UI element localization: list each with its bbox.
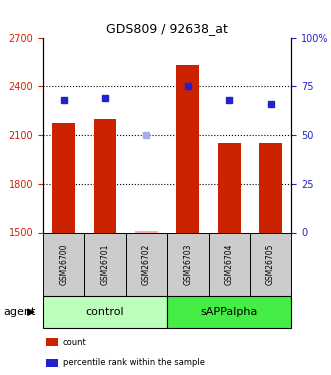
Text: GSM26703: GSM26703	[183, 244, 192, 285]
Bar	[259, 143, 282, 232]
Bar	[43, 296, 167, 328]
Text: GSM26701: GSM26701	[101, 244, 110, 285]
Text: percentile rank within the sample: percentile rank within the sample	[63, 358, 205, 368]
Title: GDS809 / 92638_at: GDS809 / 92638_at	[106, 22, 228, 35]
Bar	[94, 119, 117, 232]
Text: sAPPalpha: sAPPalpha	[201, 307, 258, 317]
Bar	[84, 232, 126, 296]
Text: GSM26700: GSM26700	[59, 244, 68, 285]
Text: GSM26704: GSM26704	[225, 244, 234, 285]
Text: GSM26702: GSM26702	[142, 244, 151, 285]
Bar	[52, 123, 75, 232]
Bar	[43, 232, 84, 296]
Bar	[167, 232, 209, 296]
Text: GSM26705: GSM26705	[266, 244, 275, 285]
Text: agent: agent	[3, 307, 36, 317]
Bar	[135, 231, 158, 232]
Text: control: control	[86, 307, 124, 317]
Bar	[176, 65, 199, 232]
Text: count: count	[63, 338, 87, 346]
Bar	[167, 296, 291, 328]
Bar	[218, 143, 241, 232]
Bar	[126, 232, 167, 296]
Bar	[250, 232, 291, 296]
Bar	[209, 232, 250, 296]
